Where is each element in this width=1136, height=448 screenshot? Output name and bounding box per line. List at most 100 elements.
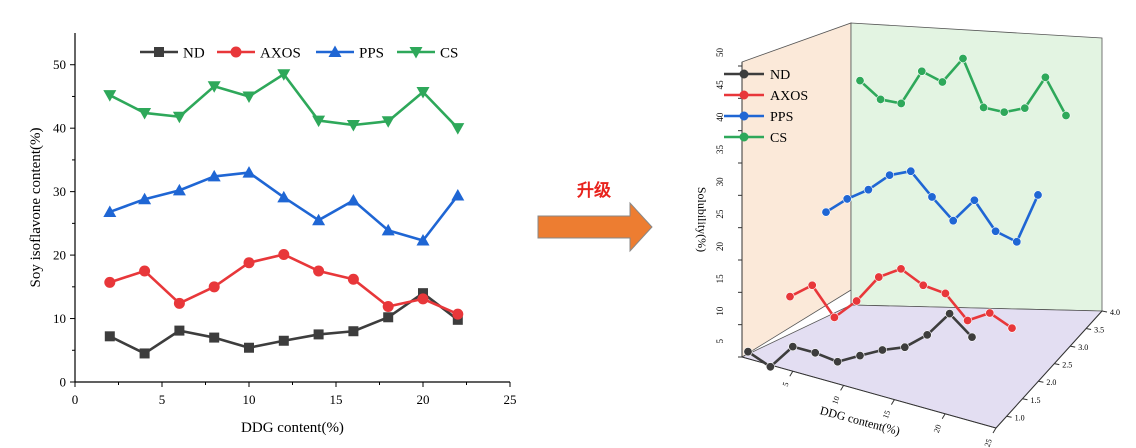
data-point [842,194,852,204]
data-point [452,308,464,320]
data-point [207,81,221,93]
x-tick [789,370,794,377]
data-point [243,257,255,269]
series3d-nd [743,309,977,372]
x-axis-label: DDG content(%) [818,403,901,438]
data-point [207,169,221,182]
data-point [242,91,256,103]
data-point [918,280,928,290]
legend-label: PPS [359,46,384,62]
z-tick-label: 20 [715,242,725,252]
data-point [900,342,910,352]
data-point [103,90,117,102]
data-point [821,207,831,217]
depth-axis-line [995,310,1103,429]
z-tick-label: 35 [715,145,725,155]
depth-tick-label: 4.0 [1110,308,1120,317]
x-tick [941,413,946,420]
data-point [104,276,116,288]
data-point [963,316,973,326]
depth-tick-label: 1.5 [1031,396,1041,405]
chart-2d: 0 5 10 15 20 25 0 10 20 30 40 50 DDG content(%) Soy i… [28,33,517,436]
data-point [172,183,186,196]
series3d-pps [821,166,1043,247]
z-tick-label: 10 [715,306,725,316]
legend-marker [739,69,749,79]
data-point [312,213,326,226]
x-tick-label: 0 [72,392,79,407]
z-tick-label: 5 [715,339,725,344]
data-point [937,77,947,87]
x-axis-line [741,356,997,429]
legend-item-pps: PPS [316,45,384,62]
data-point [451,123,465,135]
legend-marker [739,132,749,142]
legend3d-item-nd: ND [724,68,790,83]
data-point [347,273,359,285]
data-point [451,188,465,201]
z-tick-label: 45 [715,80,725,90]
z-axis-label: Solubility(%) [695,187,709,252]
x-tick [840,385,845,391]
legend3d-item-axos: AXOS [724,89,808,104]
legend-label: ND [770,68,790,83]
data-point [863,185,873,195]
data-point [765,362,775,372]
data-point [381,223,395,236]
data-point [346,120,360,132]
data-point [173,297,185,309]
data-point [940,288,950,298]
data-point [381,116,395,128]
data-point [906,166,916,176]
legend-marker [739,111,749,121]
z-tick-label: 15 [715,274,725,284]
y-tick-label: 10 [53,311,66,326]
data-point [877,345,887,355]
data-point [382,300,394,312]
x-tick-label: 10 [243,392,256,407]
data-point [1040,72,1050,82]
data-point [948,216,958,226]
depth-tick-label: 1.0 [1015,413,1025,422]
data-point [833,357,843,367]
data-point [885,170,895,180]
data-point [103,205,117,217]
legend3d-item-pps: PPS [724,110,793,125]
legend-label: CS [440,46,458,62]
depth-tick [1038,380,1044,383]
x-tick-label: 5 [781,381,791,388]
data-point [417,293,429,305]
data-point [416,87,430,99]
z-tick-label: 50 [715,48,725,58]
upgrade-label: 升级 [577,180,611,201]
data-point [277,69,291,81]
legend-item-cs: CS [397,46,458,62]
x-tick-label: 25 [504,392,517,407]
legend-label: PPS [770,110,793,125]
legend-label: AXOS [260,46,301,62]
x-tick-label: 20 [417,392,430,407]
data-point [277,190,291,203]
data-point [896,98,906,108]
data-point [1061,111,1071,121]
legend-marker [230,46,242,58]
data-point [927,192,937,202]
data-point [104,331,115,342]
z-tick-label: 40 [715,112,725,122]
y-tick-label: 20 [53,248,66,263]
data-point [999,107,1009,117]
legend-label: ND [183,46,205,62]
series-axos [104,248,464,320]
x-tick [992,427,997,434]
data-point [979,102,989,112]
depth-tick-label: 2.0 [1046,378,1056,387]
legend-label: AXOS [770,89,808,104]
data-point [383,312,394,323]
data-point [922,330,932,340]
y-tick-label: 0 [60,375,67,390]
data-point [346,194,360,206]
data-point [874,272,884,282]
depth-tick-label: 3.0 [1078,343,1088,352]
data-point [312,115,326,128]
